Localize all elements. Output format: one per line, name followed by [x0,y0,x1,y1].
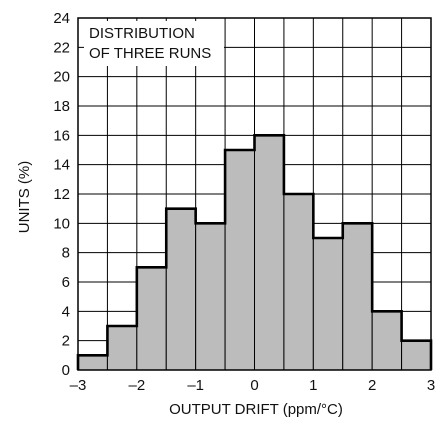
x-tick-label-4: 1 [309,377,317,394]
histogram-bar-7 [283,193,314,371]
y-tick-label-3: 6 [62,274,70,291]
annotation-line-1: DISTRIBUTION [89,25,195,42]
histogram-bar-8 [312,237,344,371]
histogram-bar-9 [342,222,373,371]
x-tick-label-5: 2 [368,377,376,394]
y-tick-label-0: 0 [62,362,70,379]
y-tick-label-1: 2 [62,333,70,350]
histogram-bar-5 [224,149,255,371]
y-tick-label-6: 12 [53,186,70,203]
y-axis-title: UNITS (%) [16,161,33,234]
histogram-bar-2 [136,266,167,371]
bars-layer [77,134,432,371]
y-tick-label-12: 24 [53,10,70,27]
y-tick-label-4: 8 [62,245,70,262]
y-tick-label-8: 16 [53,127,70,144]
x-tick-label-6: 3 [427,377,435,394]
x-axis-title: OUTPUT DRIFT (ppm/°C) [169,401,343,418]
x-tick-label-3: 0 [250,377,258,394]
x-tick-label-2: –1 [187,377,204,394]
histogram-bar-11 [401,340,432,371]
histogram-bar-10 [371,310,403,371]
plot-frame [77,17,432,371]
y-tick-label-7: 14 [53,157,70,174]
annotation-background [84,21,224,66]
y-tick-label-11: 22 [53,39,70,56]
y-tick-label-5: 10 [53,215,70,232]
histogram-bar-3 [165,208,197,371]
histogram-outline [76,134,433,370]
histogram-bar-6 [254,134,285,371]
y-tick-label-10: 20 [53,69,70,86]
histogram-bar-1 [106,325,138,371]
y-tick-label-9: 18 [53,98,70,115]
frame-layer [76,17,433,371]
y-tick-label-2: 4 [62,303,70,320]
histogram-bar-0 [77,354,108,371]
x-tick-label-0: –3 [70,377,87,394]
histogram-bar-4 [195,222,226,371]
annotation-line-2: OF THREE RUNS [89,45,211,62]
x-tick-label-1: –2 [128,377,145,394]
